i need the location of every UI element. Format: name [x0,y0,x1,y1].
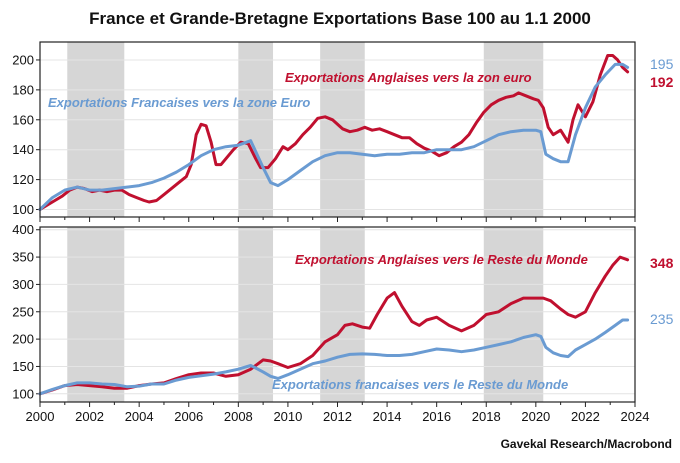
ytick-label-bottom-350: 350 [12,250,34,265]
xtick-label-2000: 2000 [26,409,55,424]
source-credit: Gavekal Research/Macrobond [501,437,672,451]
series-line-top-france [38,62,630,211]
xtick-label-2008: 2008 [224,409,253,424]
annotation-top-0: Exportations Anglaises vers la zon euro [285,70,532,85]
end-value-label-bottom-uk: 348 [650,255,674,271]
ytick-label-bottom-150: 150 [12,359,34,374]
ytick-label-top-200: 200 [12,52,34,67]
xtick-label-2006: 2006 [174,409,203,424]
shaded-period-bottom-2 [320,227,365,402]
plot-frame-bottom [39,226,636,403]
ytick-label-top-100: 100 [12,202,34,217]
xtick-label-2010: 2010 [273,409,302,424]
end-value-label-top-uk: 192 [650,74,674,90]
xtick-label-2016: 2016 [422,409,451,424]
shaded-period-bottom-3 [483,227,544,402]
ytick-label-top-180: 180 [12,82,34,97]
series-line-bottom-france [38,318,630,396]
bottom-panel: 100 150 200 250 300 350 400 348 235 Exportations … [12,222,673,424]
top-panel: 100 120 140 160 180 200 192 195 Exportations Ang… [12,41,674,222]
ytick-label-bottom-200: 200 [12,332,34,347]
xtick-label-2002: 2002 [75,409,104,424]
shaded-period-bottom-0 [67,227,125,402]
ytick-label-bottom-100: 100 [12,386,34,401]
xtick-label-2024: 2024 [621,409,650,424]
annotation-top-1: Exportations Francaises vers la zone Eur… [48,95,310,110]
series-line-top-uk [38,54,630,211]
xtick-label-2014: 2014 [373,409,402,424]
chart-title: France et Grande-Bretagne Exportations B… [89,9,591,28]
xtick-label-2020: 2020 [521,409,550,424]
xtick-label-2004: 2004 [125,409,154,424]
ytick-label-bottom-250: 250 [12,304,34,319]
plot-frame-top [39,41,636,218]
xtick-label-2022: 2022 [571,409,600,424]
end-value-label-top-france: 195 [650,56,674,72]
ytick-label-bottom-300: 300 [12,277,34,292]
ytick-label-bottom-400: 400 [12,222,34,237]
ytick-label-top-160: 160 [12,112,34,127]
annotation-bottom-0: Exportations Anglaises vers le Reste du … [295,252,588,267]
annotation-bottom-1: Exportations francaises vers le Reste du… [272,377,568,392]
ytick-label-top-140: 140 [12,142,34,157]
xtick-label-2012: 2012 [323,409,352,424]
ytick-label-top-120: 120 [12,172,34,187]
shaded-period-top-1 [238,42,274,217]
end-value-label-bottom-france: 235 [650,311,674,327]
xtick-label-2018: 2018 [472,409,501,424]
